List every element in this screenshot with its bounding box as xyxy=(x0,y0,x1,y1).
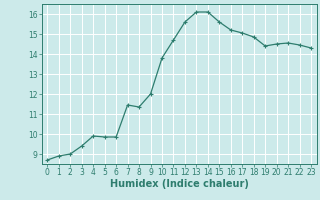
X-axis label: Humidex (Indice chaleur): Humidex (Indice chaleur) xyxy=(110,179,249,189)
